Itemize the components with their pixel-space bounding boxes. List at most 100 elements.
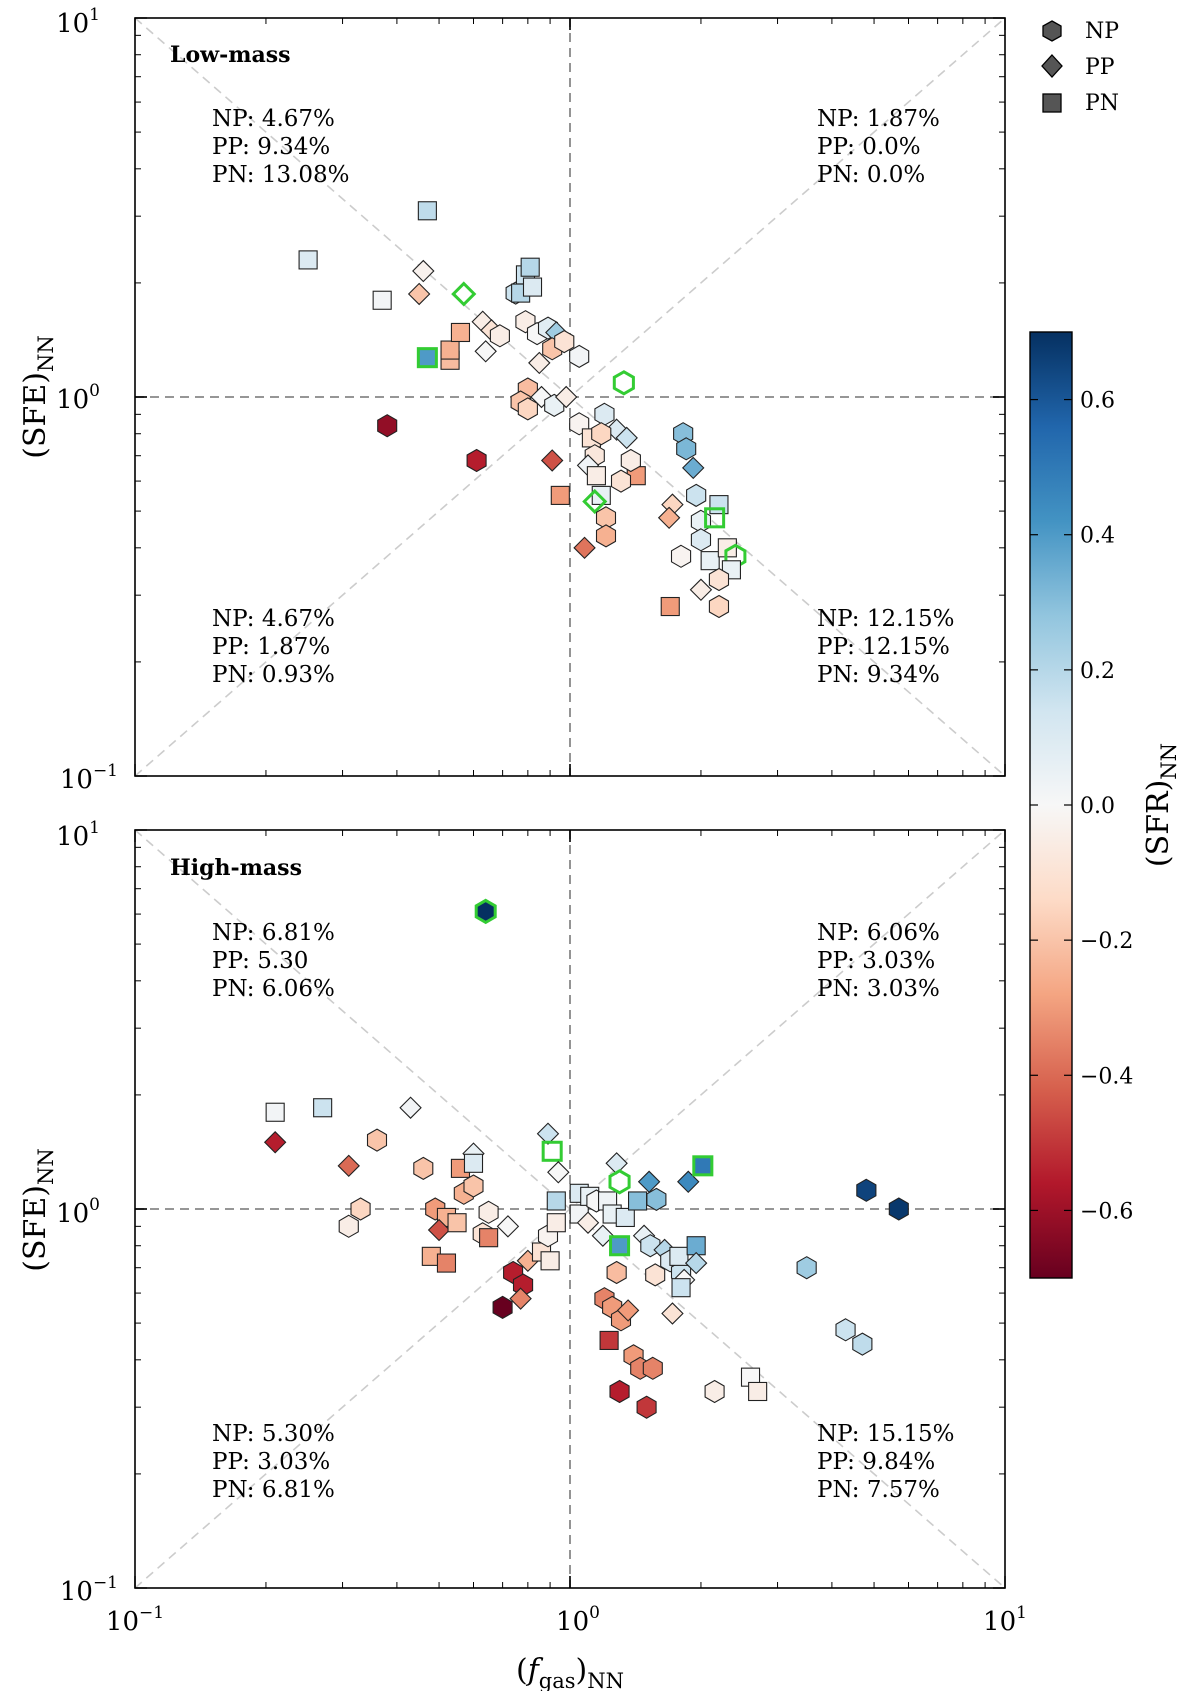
data-point-pn bbox=[313, 1098, 333, 1118]
stat-line: PP: 3.03% bbox=[817, 948, 935, 974]
data-point-np bbox=[350, 1197, 371, 1221]
plot-frame bbox=[134, 17, 1006, 777]
data-point-pn bbox=[704, 507, 726, 529]
data-point-pp bbox=[615, 426, 638, 450]
data-point-np bbox=[645, 1263, 666, 1287]
data-point-pn bbox=[540, 1251, 560, 1271]
data-point-pn bbox=[660, 596, 680, 617]
data-point-pp bbox=[451, 281, 477, 307]
panel-title: High-mass bbox=[170, 855, 302, 881]
data-point-pp bbox=[616, 1299, 640, 1322]
colorbar-ticks: 0.6 0.4 0.2 0.0 −0.2 −0.4 −0.6 bbox=[1030, 389, 1133, 1224]
data-point-pp bbox=[509, 1287, 532, 1310]
quadrant-stats-bottom-left: NP: 5.30% PP: 3.03% PN: 6.81% bbox=[212, 1421, 335, 1503]
data-point-pn bbox=[609, 1235, 631, 1257]
data-point-np bbox=[686, 483, 707, 508]
data-point-np bbox=[591, 422, 612, 446]
data-point-np bbox=[708, 567, 730, 592]
data-point-pp bbox=[399, 1096, 422, 1119]
colorbar-tick-label: 0.4 bbox=[1080, 524, 1115, 549]
data-point-pp bbox=[684, 1251, 708, 1275]
data-point-np bbox=[366, 1128, 388, 1152]
data-point-pn bbox=[692, 1155, 714, 1177]
data-point-np bbox=[835, 1318, 856, 1342]
data-point-pp bbox=[474, 340, 497, 363]
data-point-np bbox=[569, 344, 590, 369]
data-point-pn bbox=[700, 551, 720, 571]
data-point-pp bbox=[536, 1122, 560, 1145]
data-point-pn bbox=[447, 1213, 467, 1233]
stat-line: PN: 9.34% bbox=[817, 662, 940, 688]
y-axis-label: (SFE)NN bbox=[18, 1148, 58, 1271]
x-tick-label: 101 bbox=[983, 1603, 1027, 1637]
panel-title: Low-mass bbox=[170, 42, 291, 68]
data-point-pn bbox=[669, 1246, 689, 1266]
data-point-pp bbox=[591, 1224, 615, 1247]
stat-line: PP: 1.87% bbox=[212, 634, 330, 660]
stat-line: PN: 0.93% bbox=[212, 662, 335, 688]
colorbar-tick-label: −0.4 bbox=[1080, 1064, 1133, 1089]
high-mass-panel: High-mass NP: 6.81% PP: 5.30 PN: 6.06% N… bbox=[18, 818, 1027, 1691]
stat-line: PP: 12.15% bbox=[817, 634, 950, 660]
stat-line: PN: 3.03% bbox=[817, 976, 940, 1002]
stat-line: PP: 3.03% bbox=[212, 1449, 330, 1475]
stat-line: PN: 13.08% bbox=[212, 162, 350, 188]
data-point-pn bbox=[479, 1228, 499, 1248]
data-point-np bbox=[708, 594, 730, 619]
data-point-pn bbox=[671, 1278, 691, 1298]
data-point-pn bbox=[628, 1191, 648, 1211]
stat-line: PN: 6.06% bbox=[212, 976, 335, 1002]
colorbar-tick-label: −0.2 bbox=[1080, 929, 1133, 954]
stat-line: NP: 15.15% bbox=[817, 1421, 955, 1447]
data-point-np bbox=[856, 1178, 877, 1202]
data-point-pp bbox=[573, 536, 596, 560]
y-tick-label: 100 bbox=[56, 1195, 100, 1229]
data-point-pp bbox=[540, 449, 564, 472]
data-point-np bbox=[489, 324, 510, 348]
legend-label-pn: PN bbox=[1085, 91, 1119, 116]
data-point-np bbox=[704, 1379, 725, 1404]
data-point-pp bbox=[528, 351, 551, 375]
data-point-np bbox=[474, 898, 497, 925]
data-point-pn bbox=[436, 1253, 457, 1273]
data-point-pp bbox=[554, 385, 578, 409]
legend-diamond-marker bbox=[1041, 54, 1063, 78]
data-point-pp bbox=[427, 1218, 451, 1242]
data-point-pn bbox=[615, 1207, 635, 1228]
scatter-points bbox=[263, 898, 909, 1419]
data-point-pn bbox=[463, 1153, 484, 1173]
colorbar-tick-label: −0.6 bbox=[1080, 1199, 1133, 1224]
data-point-np bbox=[642, 1356, 663, 1380]
legend-label-np: NP bbox=[1085, 19, 1119, 44]
colorbar-label: (SFR)NN bbox=[1141, 743, 1181, 867]
stat-line: NP: 4.67% bbox=[212, 606, 335, 632]
stat-line: PP: 9.84% bbox=[817, 1449, 935, 1475]
stat-line: NP: 1.87% bbox=[817, 106, 940, 132]
quadrant-stats-top-right: NP: 6.06% PP: 3.03% PN: 3.03% bbox=[817, 920, 940, 1002]
colorbar-tick-label: 0.0 bbox=[1080, 794, 1115, 819]
data-point-pp bbox=[407, 282, 431, 306]
data-point-pp bbox=[412, 259, 435, 283]
data-point-np bbox=[595, 524, 617, 548]
data-point-pn bbox=[709, 495, 729, 515]
stat-line: PP: 0.0% bbox=[817, 134, 921, 160]
colorbar-tick-label: 0.6 bbox=[1080, 389, 1115, 414]
data-point-pp bbox=[657, 506, 681, 530]
data-point-pn bbox=[586, 466, 606, 486]
stat-line: PP: 5.30 bbox=[212, 948, 308, 974]
y-tick-label: 100 bbox=[56, 381, 100, 415]
data-point-np bbox=[670, 544, 692, 568]
data-point-np bbox=[612, 370, 635, 396]
data-point-np bbox=[609, 1379, 630, 1404]
data-point-np bbox=[478, 1200, 499, 1224]
data-point-pp bbox=[582, 488, 608, 515]
data-point-pp bbox=[337, 1154, 360, 1178]
data-point-pn bbox=[298, 250, 318, 270]
stat-line: PN: 7.57% bbox=[817, 1477, 940, 1503]
stat-line: NP: 6.81% bbox=[212, 920, 335, 946]
data-point-pn bbox=[372, 290, 392, 310]
quadrant-stats-top-left: NP: 4.67% PP: 9.34% PN: 13.08% bbox=[212, 106, 350, 188]
data-point-pn bbox=[546, 1191, 566, 1211]
data-point-np bbox=[413, 1156, 434, 1181]
data-point-pp bbox=[661, 1302, 684, 1325]
